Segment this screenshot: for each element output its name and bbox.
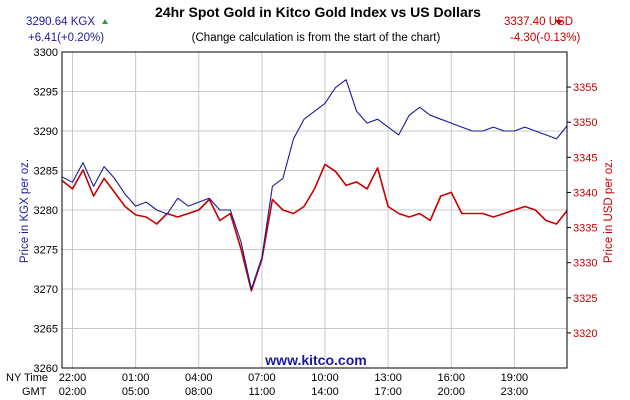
usd-change: -4.30(-0.13%): [510, 32, 580, 44]
x-tick-label-gmt: 14:00: [311, 386, 339, 398]
chart-title: 24hr Spot Gold in Kitco Gold Index vs US…: [155, 4, 481, 20]
x-tick-label-ny: 19:00: [501, 372, 529, 384]
y-right-tick-label: 3335: [573, 223, 597, 235]
y-right-tick-label: 3340: [573, 187, 597, 199]
y-left-tick-label: 3270: [34, 284, 58, 296]
y-right-tick-label: 3325: [573, 293, 597, 305]
chart-subtitle: (Change calculation is from the start of…: [192, 32, 441, 44]
kgx-price: 3290.64 KGX: [26, 16, 95, 28]
x-tick-label-gmt: 23:00: [501, 386, 529, 398]
y-left-tick-label: 3280: [34, 205, 58, 217]
y-right-tick-label: 3320: [573, 328, 597, 340]
ny-time-label: NY Time: [6, 372, 48, 384]
y-axis-right-ticks: 3320 3325 3330 3335 3340 3345 3350 3355: [567, 82, 597, 340]
y-right-tick-label: 3345: [573, 152, 597, 164]
x-tick-label-ny: 04:00: [185, 372, 213, 384]
up-arrow-icon: [102, 19, 108, 24]
gmt-label: GMT: [22, 386, 47, 398]
grid: [62, 51, 567, 369]
y-left-tick-label: 3260: [34, 363, 58, 375]
watermark: www.kitco.com: [264, 352, 366, 368]
series-line-usd: [61, 163, 568, 292]
x-tick-label-gmt: 11:00: [249, 386, 276, 398]
y-axis-left-ticks: 3260 3265 3270 3275 3280 3285 3290 3295 3300: [34, 47, 58, 375]
x-tick-label-gmt: 02:00: [59, 386, 87, 398]
y-right-tick-label: 3350: [573, 117, 597, 129]
x-tick-label-ny: 07:00: [248, 372, 276, 384]
x-tick-label-gmt: 05:00: [122, 386, 150, 398]
x-tick-label-ny: 16:00: [438, 372, 466, 384]
y-right-tick-label: 3355: [573, 82, 597, 94]
y-left-tick-label: 3275: [34, 245, 58, 257]
x-tick-label-gmt: 17:00: [374, 386, 402, 398]
y-left-tick-label: 3300: [34, 47, 58, 59]
x-tick-label-ny: 13:00: [374, 372, 402, 384]
kgx-change: +6.41(+0.20%): [28, 32, 104, 44]
y-right-tick-label: 3330: [573, 258, 597, 270]
y-left-tick-label: 3295: [34, 87, 58, 99]
x-tick-label-ny: 10:00: [311, 372, 339, 384]
series-lines: [61, 79, 568, 292]
plot-border: [61, 51, 568, 369]
series-line-kgx: [61, 79, 568, 290]
y-axis-right-label: Price in USD per oz.: [603, 159, 615, 263]
y-axis-left-label: Price in KGX per oz.: [19, 159, 31, 263]
x-axis-ticks: 22:00 02:00 01:00 05:00 04:00 08:00 07:00 11:00…: [59, 372, 528, 398]
y-left-tick-label: 3290: [34, 126, 58, 138]
y-left-tick-label: 3265: [34, 324, 58, 336]
x-tick-label-ny: 22:00: [59, 372, 87, 384]
y-left-tick-label: 3285: [34, 166, 58, 178]
usd-price: 3337.40 USD: [504, 16, 573, 28]
x-tick-label-gmt: 20:00: [438, 386, 466, 398]
x-tick-label-ny: 01:00: [122, 372, 150, 384]
down-arrow-icon: [555, 20, 563, 25]
x-tick-label-gmt: 08:00: [185, 386, 213, 398]
